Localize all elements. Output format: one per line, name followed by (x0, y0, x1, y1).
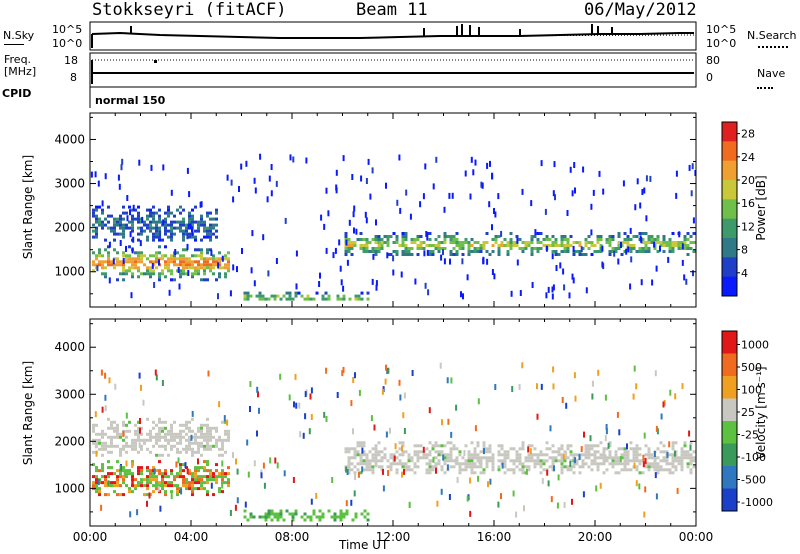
nsky-frame (89, 21, 697, 51)
freq-frame (89, 52, 697, 88)
x-axis-label: Time UT (339, 538, 389, 552)
freq-dot (154, 60, 157, 63)
nsky-underline (4, 44, 24, 45)
axes: 1000 2000 3000 4000 1000 2000 3000 4000 00:00 04:… (54, 113, 713, 544)
freq-tick-lo: 8 (70, 71, 77, 84)
nsearch-tick-hi: 10^5 (706, 23, 737, 36)
colorbar-tick-7: -1000 (741, 496, 773, 509)
station-title: Stokkseyri (fitACF) (92, 0, 287, 20)
colorbar-tick-1: 500 (741, 361, 762, 374)
xtick-label-3: 12:00 (376, 530, 411, 544)
xtick-label-0: 00:00 (73, 530, 108, 544)
ytick-label-1-4000: 4000 (54, 340, 85, 354)
feature-1-3 (344, 441, 696, 475)
nsky-tick-hi: 10^5 (52, 23, 83, 36)
colorbar-seg-0-6 (722, 238, 737, 258)
xtick-label-2: 08:00 (275, 530, 310, 544)
feature-1-1 (92, 460, 230, 497)
feature-0-0 (92, 245, 230, 282)
colorbar-seg-0-8 (722, 276, 737, 297)
ytick-label-0-1000: 1000 (54, 265, 85, 279)
nsky-label: N.Sky (3, 29, 35, 42)
xtick-label-5: 20:00 (578, 530, 613, 544)
date-label: 06/May/2012 (584, 0, 697, 20)
nave-tick-hi: 80 (706, 54, 720, 67)
nsearch-label: N.Search (747, 29, 797, 42)
scatter-0 (90, 153, 697, 300)
ytick-label-0-2000: 2000 (54, 221, 85, 235)
colorbar-seg-0-5 (722, 218, 737, 239)
feature-0-1 (92, 205, 218, 242)
freq-tick-hi: 18 (64, 54, 78, 67)
colorbar-seg-0-3 (722, 180, 737, 200)
colorbar-seg-1-3 (722, 398, 737, 422)
xtick-label-4: 16:00 (477, 530, 512, 544)
nsearch-tick-lo: 10^0 (706, 37, 737, 50)
scatter-1 (94, 362, 692, 518)
colorbar-tick-4: 4 (741, 267, 748, 280)
colorbar-seg-1-2 (722, 376, 737, 399)
nsky-tick-lo: 10^0 (52, 37, 83, 50)
nave-dotted-line (757, 87, 773, 89)
velocity-heatmap (92, 362, 696, 522)
cpid-mode: normal 150 (95, 94, 166, 107)
ytick-label-1-1000: 1000 (54, 481, 85, 495)
colorbar-tick-12: 12 (741, 220, 755, 233)
colorbar-tick-0: 1000 (741, 339, 769, 352)
colorbar-seg-1-5 (722, 443, 737, 467)
xtick-label-6: 00:00 (679, 530, 714, 544)
nsky-trace (91, 31, 694, 39)
colorbar-tick-28: 28 (741, 128, 755, 141)
colorbar-tick-16: 16 (741, 197, 755, 210)
colorbar-tick-5: -100 (741, 451, 766, 464)
xtick-label-1: 04:00 (174, 530, 209, 544)
power-heatmap (90, 153, 697, 301)
colorbar-tick-6: -500 (741, 474, 766, 487)
colorbars: 4 8 12 16 20 24 28 1000 500 100 25 -25 -100 -500 -1000 (721, 121, 773, 512)
cpid-label: CPID (2, 87, 32, 100)
colorbar-seg-0-1 (722, 141, 737, 162)
nsearch-dotted-line (758, 46, 788, 48)
colorbar-frame-1 (721, 330, 738, 512)
velocity-frame (89, 318, 697, 527)
freq-label-line2: [MHz] (4, 65, 37, 78)
colorbar-tick-20: 20 (741, 174, 755, 187)
colorbar-frame-0 (721, 121, 738, 297)
nave-label: Nave (757, 67, 786, 80)
colorbar-seg-1-6 (722, 466, 737, 489)
freq-label-line1: Freq. (4, 53, 32, 66)
colorbar-seg-0-4 (722, 199, 737, 220)
colorbar-tick-8: 8 (741, 244, 748, 257)
beam-label: Beam 11 (356, 0, 428, 20)
colorbar-seg-1-1 (722, 353, 737, 377)
feature-1-0 (92, 417, 230, 457)
colorbar-seg-1-0 (722, 331, 737, 354)
colorbar-seg-1-7 (722, 488, 737, 512)
colorbar-tick-3: 25 (741, 406, 755, 419)
colorbar-seg-1-4 (722, 421, 737, 444)
nsky-spikes (91, 24, 613, 48)
feature-1-2 (243, 509, 370, 522)
colorbar-tick-2: 100 (741, 384, 762, 397)
colorbar-seg-0-2 (722, 160, 737, 181)
colorbar-tick-24: 24 (741, 151, 755, 164)
feature-0-2 (243, 291, 370, 301)
colorbar-tick-4: -25 (741, 429, 759, 442)
ytick-label-1-3000: 3000 (54, 387, 85, 401)
ytick-label-0-4000: 4000 (54, 132, 85, 146)
ytick-label-1-2000: 2000 (54, 434, 85, 448)
ytick-label-0-3000: 3000 (54, 177, 85, 191)
colorbar-seg-0-7 (722, 257, 737, 278)
feature-0-3 (344, 232, 696, 256)
nave-tick-lo: 0 (706, 71, 713, 84)
colorbar-seg-0-0 (722, 122, 737, 142)
